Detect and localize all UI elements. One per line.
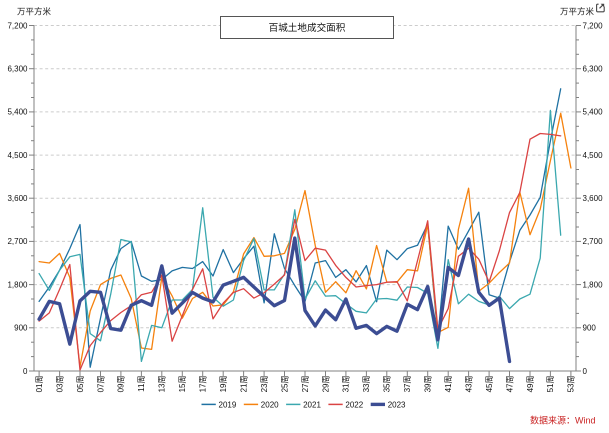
svg-text:51周: 51周	[546, 376, 555, 393]
svg-text:15周: 15周	[178, 376, 187, 393]
svg-text:43周: 43周	[464, 376, 473, 393]
svg-text:13周: 13周	[158, 376, 167, 393]
svg-text:47周: 47周	[505, 376, 514, 393]
svg-text:3,600: 3,600	[7, 194, 28, 203]
svg-text:39周: 39周	[424, 376, 433, 393]
svg-text:35周: 35周	[383, 376, 392, 393]
svg-text:3,600: 3,600	[583, 194, 604, 203]
svg-text:29周: 29周	[321, 376, 330, 393]
svg-text:1,800: 1,800	[583, 280, 604, 289]
svg-text:5,400: 5,400	[583, 108, 604, 117]
svg-text:03周: 03周	[55, 376, 64, 393]
svg-text:2,700: 2,700	[7, 237, 28, 246]
svg-text:2021: 2021	[303, 401, 321, 410]
svg-text:19周: 19周	[219, 376, 228, 393]
svg-text:2019: 2019	[219, 401, 237, 410]
svg-text:11周: 11周	[137, 376, 146, 392]
svg-text:23周: 23周	[260, 376, 269, 393]
svg-text:41周: 41周	[444, 376, 453, 393]
svg-text:53周: 53周	[567, 376, 576, 393]
svg-text:2022: 2022	[345, 401, 363, 410]
svg-text:21周: 21周	[239, 376, 248, 393]
svg-text:900: 900	[14, 324, 28, 333]
svg-text:4,500: 4,500	[583, 151, 604, 160]
svg-text:05周: 05周	[76, 376, 85, 393]
svg-text:31周: 31周	[342, 376, 351, 393]
svg-text:25周: 25周	[280, 376, 289, 393]
svg-text:2,700: 2,700	[583, 237, 604, 246]
svg-text:900: 900	[583, 324, 597, 333]
svg-text:5,400: 5,400	[7, 108, 28, 117]
svg-text:09周: 09周	[117, 376, 126, 393]
svg-text:4,500: 4,500	[7, 151, 28, 160]
svg-text:17周: 17周	[199, 376, 208, 393]
svg-text:45周: 45周	[485, 376, 494, 393]
svg-text:07周: 07周	[96, 376, 105, 393]
svg-text:49周: 49周	[526, 376, 535, 393]
svg-text:数据来源：Wind: 数据来源：Wind	[530, 415, 596, 426]
svg-text:37周: 37周	[403, 376, 412, 393]
svg-text:万平方米: 万平方米	[17, 7, 52, 17]
svg-text:2023: 2023	[388, 401, 406, 410]
svg-text:6,300: 6,300	[7, 65, 28, 74]
svg-text:7,200: 7,200	[583, 21, 604, 30]
svg-text:7,200: 7,200	[7, 21, 28, 30]
svg-text:0: 0	[23, 367, 28, 376]
svg-text:2020: 2020	[261, 401, 279, 410]
svg-text:1,800: 1,800	[7, 280, 28, 289]
svg-text:0: 0	[583, 367, 588, 376]
svg-text:6,300: 6,300	[583, 65, 604, 74]
svg-text:01周: 01周	[35, 376, 44, 393]
svg-text:27周: 27周	[301, 376, 310, 393]
svg-text:百城土地成交面积: 百城土地成交面积	[269, 22, 346, 34]
svg-text:33周: 33周	[362, 376, 371, 393]
svg-text:万平方米: 万平方米	[560, 7, 595, 17]
